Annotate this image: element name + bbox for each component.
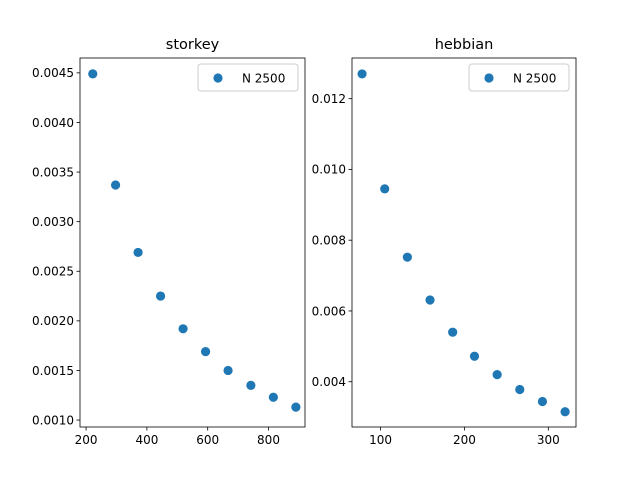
data-point: [380, 184, 390, 194]
legend-box: [468, 63, 570, 92]
data-point: [402, 252, 412, 262]
data-point: [246, 380, 256, 390]
y-tick-label: 0.0030: [32, 215, 74, 229]
data-point: [268, 392, 278, 402]
x-tick-label: 200: [75, 433, 98, 447]
data-point: [492, 370, 502, 380]
legend-marker: [484, 73, 494, 83]
data-point: [469, 351, 480, 361]
legend-label: N 2500: [242, 72, 285, 86]
y-tick-label: 0.0035: [32, 165, 74, 179]
chart-1: hebbian 100 200 300 0.004 0.006 0.008 0.010 0.01…: [312, 37, 577, 447]
data-point: [223, 365, 233, 376]
y-tick-label: 0.0010: [32, 413, 74, 427]
data-point: [537, 396, 548, 407]
x-tick-label: 600: [196, 433, 219, 447]
legend-label: N 2500: [513, 72, 556, 86]
x-tick-label: 200: [453, 433, 476, 447]
chart-title: hebbian: [435, 37, 494, 53]
legend: N 2500: [197, 63, 299, 92]
axes-frame: [351, 57, 577, 428]
data-point: [88, 69, 98, 79]
x-tick-label: 300: [537, 433, 560, 447]
y-tick-label: 0.0040: [32, 116, 74, 130]
axes-frame: [79, 57, 306, 428]
data-point: [200, 347, 211, 357]
y-tick-label: 0.006: [312, 304, 346, 318]
y-tick-label: 0.010: [312, 163, 346, 177]
y-tick-label: 0.0020: [32, 314, 74, 328]
data-point: [178, 324, 188, 334]
y-tick-label: 0.0045: [32, 66, 74, 80]
data-point: [515, 384, 525, 395]
legend-marker: [213, 73, 223, 83]
x-tick-label: 100: [369, 433, 392, 447]
data-point: [448, 327, 458, 337]
x-tick-label: 800: [257, 433, 280, 447]
y-tick-label: 0.0015: [32, 364, 74, 378]
data-point: [133, 247, 143, 258]
data-point: [291, 402, 301, 412]
y-tick-label: 0.0025: [32, 265, 74, 279]
data-point: [357, 69, 367, 79]
chart-title: storkey: [166, 37, 220, 53]
data-point: [155, 291, 166, 301]
chart-0: storkey 200 400 600 800 0.0010 0.0015 0.0020 0.0…: [32, 37, 306, 447]
data-point: [110, 180, 121, 190]
y-tick-label: 0.008: [312, 234, 346, 248]
data-point: [425, 295, 435, 305]
legend: N 2500: [468, 63, 570, 92]
legend-box: [197, 63, 299, 92]
y-tick-label: 0.012: [312, 92, 346, 106]
y-tick-label: 0.004: [312, 375, 346, 389]
x-tick-label: 400: [135, 433, 158, 447]
data-point: [560, 407, 570, 417]
